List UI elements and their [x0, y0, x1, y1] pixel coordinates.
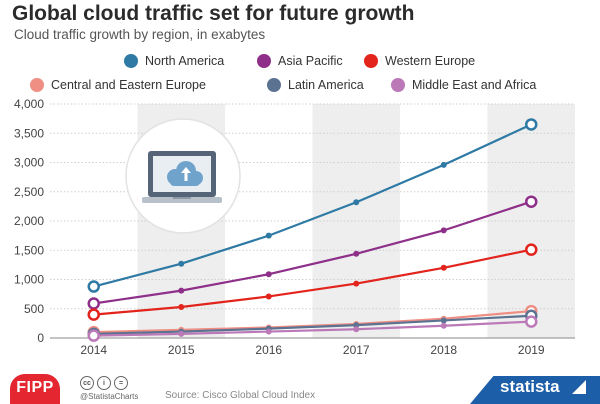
- data-point: [440, 227, 447, 234]
- series-line: [93, 309, 532, 334]
- data-point: [440, 317, 447, 324]
- legend: North America Asia Pacific Western Europe C…: [0, 50, 600, 98]
- legend-label: Middle East and Africa: [412, 78, 537, 92]
- chart-title: Global cloud traffic set for future grow…: [12, 2, 415, 25]
- data-point: [265, 232, 272, 239]
- series-line: [93, 200, 532, 305]
- legend-item: Western Europe: [364, 54, 475, 68]
- y-tick-label: 1,500: [14, 243, 44, 257]
- legend-item: Latin America: [267, 78, 364, 92]
- data-point: [178, 287, 185, 294]
- y-tick-label: 3,500: [14, 126, 44, 140]
- fipp-logo: FIPP: [10, 374, 60, 404]
- series-line: [93, 320, 532, 337]
- x-tick-label: 2017: [343, 343, 370, 357]
- source-note: Source: Cisco Global Cloud Index: [165, 390, 316, 401]
- legend-label: North America: [145, 54, 225, 68]
- legend-label: Asia Pacific: [278, 54, 343, 68]
- y-tick-label: 500: [24, 302, 44, 316]
- legend-swatch: [267, 78, 281, 92]
- data-point: [87, 308, 100, 321]
- twitter-handle: @StatistaCharts: [80, 392, 139, 401]
- attribution-icon: i: [97, 376, 111, 390]
- y-tick-label: 1,000: [14, 273, 44, 287]
- legend-swatch: [391, 78, 405, 92]
- data-point: [178, 330, 185, 337]
- legend-item: North America: [124, 54, 224, 68]
- data-point: [87, 329, 100, 342]
- x-tick-label: 2015: [168, 343, 195, 357]
- x-tick-label: 2019: [518, 343, 545, 357]
- legend-item: Middle East and Africa: [391, 78, 536, 92]
- series-line: [93, 123, 532, 288]
- data-point: [440, 322, 447, 329]
- chart-subtitle: Cloud traffic growth by region, in exaby…: [14, 27, 266, 42]
- data-point: [353, 250, 360, 257]
- data-point: [525, 118, 538, 131]
- statista-logo: statista: [500, 377, 560, 396]
- y-tick-label: 2,500: [14, 185, 44, 199]
- data-point: [353, 199, 360, 206]
- data-point: [353, 280, 360, 287]
- legend-item: Asia Pacific: [257, 54, 343, 68]
- legend-swatch: [124, 54, 138, 68]
- footer: FIPP cc i = @StatistaCharts Source: Cisc…: [0, 372, 600, 404]
- data-point: [178, 260, 185, 267]
- line-chart: 0 500 1,000 1,500 2,000 2,500 3,000 3,500 4,000 2…: [14, 97, 575, 357]
- legend-label: Latin America: [288, 78, 364, 92]
- license-icons: cc i =: [80, 376, 128, 390]
- x-tick-label: 2018: [430, 343, 457, 357]
- y-tick-label: 2,000: [14, 214, 44, 228]
- legend-label: Western Europe: [385, 54, 476, 68]
- data-point: [178, 303, 185, 310]
- legend-label: Central and Eastern Europe: [51, 78, 206, 92]
- legend-swatch: [30, 78, 44, 92]
- series-line: [93, 314, 532, 336]
- data-point: [525, 315, 538, 328]
- data-point: [265, 293, 272, 300]
- x-tick-label: 2016: [255, 343, 282, 357]
- data-point: [87, 297, 100, 310]
- creative-commons-icon: cc: [80, 376, 94, 390]
- y-tick-label: 3,000: [14, 156, 44, 170]
- data-point: [265, 328, 272, 335]
- data-point: [440, 161, 447, 168]
- cloud-laptop-icon: [125, 118, 241, 234]
- legend-swatch: [257, 54, 271, 68]
- series-line: [93, 248, 532, 316]
- data-point: [87, 280, 100, 293]
- data-point: [353, 326, 360, 333]
- data-point: [525, 243, 538, 256]
- data-point: [525, 195, 538, 208]
- x-tick-label: 2014: [80, 343, 107, 357]
- legend-swatch: [364, 54, 378, 68]
- data-point: [440, 264, 447, 271]
- y-tick-label: 0: [37, 331, 44, 345]
- no-derivatives-icon: =: [114, 376, 128, 390]
- legend-item: Central and Eastern Europe: [30, 78, 206, 92]
- y-tick-label: 4,000: [14, 97, 44, 111]
- data-point: [265, 271, 272, 278]
